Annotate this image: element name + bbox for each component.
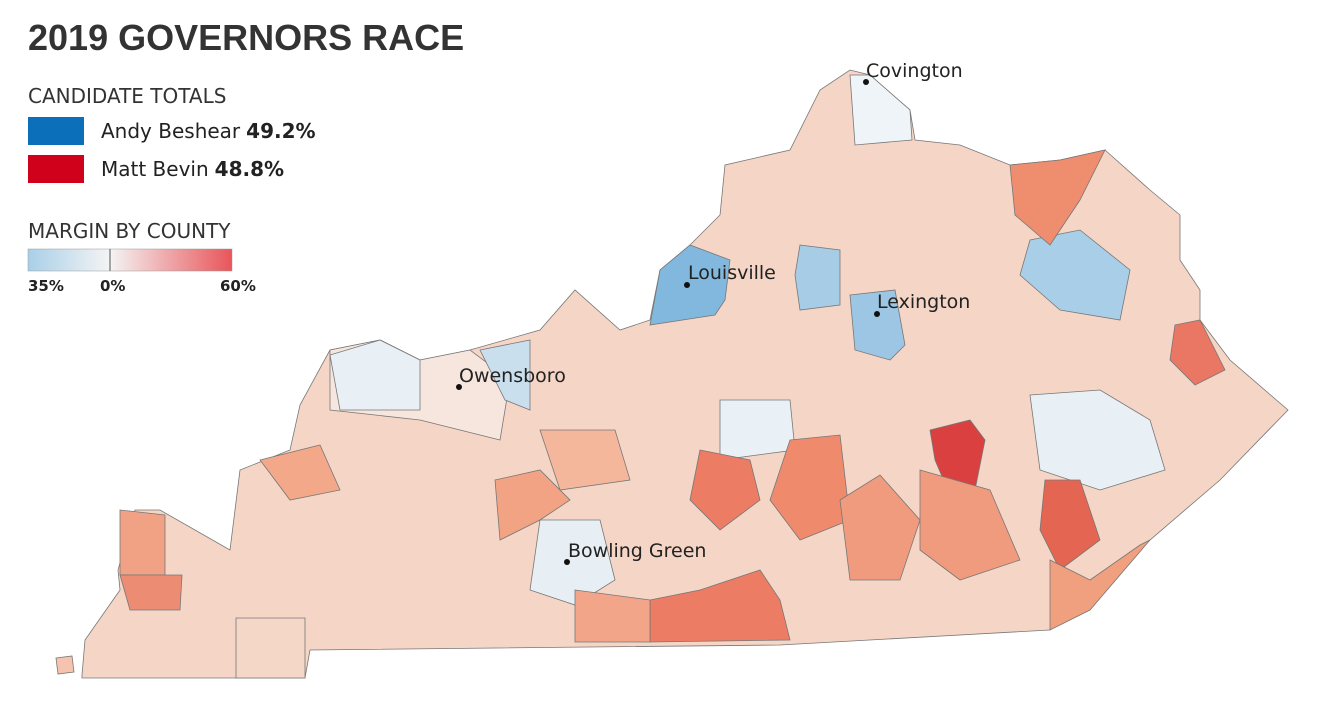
candidate-swatch	[28, 155, 84, 183]
county	[1049, 539, 1151, 631]
candidate-share: 49.2%	[246, 119, 315, 143]
city-label: Louisville	[688, 262, 776, 284]
county	[235, 617, 306, 679]
city-dot	[456, 384, 462, 390]
county	[839, 474, 921, 581]
candidate-entry: Andy Beshear 49.2%	[101, 119, 316, 143]
city-label: Owensboro	[459, 365, 566, 387]
city-label: Bowling Green	[568, 540, 706, 562]
scale-label: 0%	[100, 277, 125, 295]
city-label: Lexington	[877, 291, 970, 313]
county	[689, 449, 761, 531]
county	[1029, 389, 1166, 491]
county	[1019, 229, 1131, 321]
margin-scale	[27, 248, 233, 272]
candidate-share: 48.8%	[215, 157, 284, 181]
county	[794, 244, 841, 311]
county	[119, 509, 166, 576]
scale-label: 60%	[220, 277, 256, 295]
title: 2019 GOVERNORS RACE	[28, 17, 464, 58]
candidate-entry: Matt Bevin 48.8%	[101, 157, 284, 181]
county	[769, 434, 851, 541]
city-dot	[863, 79, 869, 85]
county	[55, 655, 75, 675]
candidate-name: Matt Bevin	[101, 157, 209, 181]
candidates: Andy Beshear 49.2% Matt Bevin 48.8%	[28, 117, 316, 183]
candidate-name: Andy Beshear	[101, 119, 241, 143]
city-label: Covington	[866, 60, 963, 82]
scale-label: 35%	[28, 277, 64, 295]
city-dot	[874, 311, 880, 317]
county	[479, 339, 531, 411]
candidate-swatch	[28, 117, 84, 145]
county	[849, 74, 913, 146]
city-labels: Covington Louisville Lexington Owensboro…	[456, 60, 970, 565]
county	[919, 469, 1021, 581]
city-dot	[564, 559, 570, 565]
county	[329, 339, 421, 411]
county	[1039, 479, 1101, 571]
county	[494, 469, 571, 541]
totals-heading: CANDIDATE TOTALS	[28, 84, 226, 108]
county	[719, 399, 796, 461]
margin-heading: MARGIN BY COUNTY	[28, 219, 231, 243]
county	[574, 589, 651, 643]
county	[1169, 319, 1226, 386]
county	[119, 574, 183, 611]
county	[1009, 149, 1106, 246]
city-dot	[684, 282, 690, 288]
county	[259, 444, 341, 501]
county	[539, 429, 631, 491]
county	[849, 289, 906, 361]
